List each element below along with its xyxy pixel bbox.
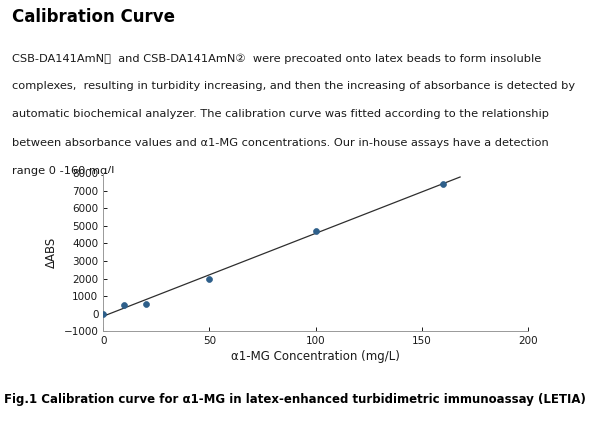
Point: [311, 228, 320, 235]
Text: complexes,  resulting in turbidity increasing, and then the increasing of absorb: complexes, resulting in turbidity increa…: [12, 81, 575, 92]
X-axis label: α1-MG Concentration (mg/L): α1-MG Concentration (mg/L): [231, 350, 400, 363]
Point: [99, 310, 108, 317]
Text: Calibration Curve: Calibration Curve: [12, 8, 175, 27]
Point: [438, 180, 448, 187]
Point: [205, 275, 214, 282]
Point: [120, 301, 129, 308]
Text: between absorbance values and α1-MG concentrations. Our in-house assays have a d: between absorbance values and α1-MG conc…: [12, 138, 549, 148]
Text: Fig.1 Calibration curve for α1-MG in latex-enhanced turbidimetric immunoassay (L: Fig.1 Calibration curve for α1-MG in lat…: [4, 393, 586, 406]
Text: range 0 -160 mg/L.: range 0 -160 mg/L.: [12, 165, 121, 176]
Y-axis label: ΔABS: ΔABS: [45, 236, 58, 268]
Point: [141, 300, 150, 307]
Text: automatic biochemical analyzer. The calibration curve was fitted according to th: automatic biochemical analyzer. The cali…: [12, 109, 549, 119]
Text: CSB-DA141AmNⒶ  and CSB-DA141AmN②  were precoated onto latex beads to form insolu: CSB-DA141AmNⒶ and CSB-DA141AmN② were pre…: [12, 53, 541, 64]
